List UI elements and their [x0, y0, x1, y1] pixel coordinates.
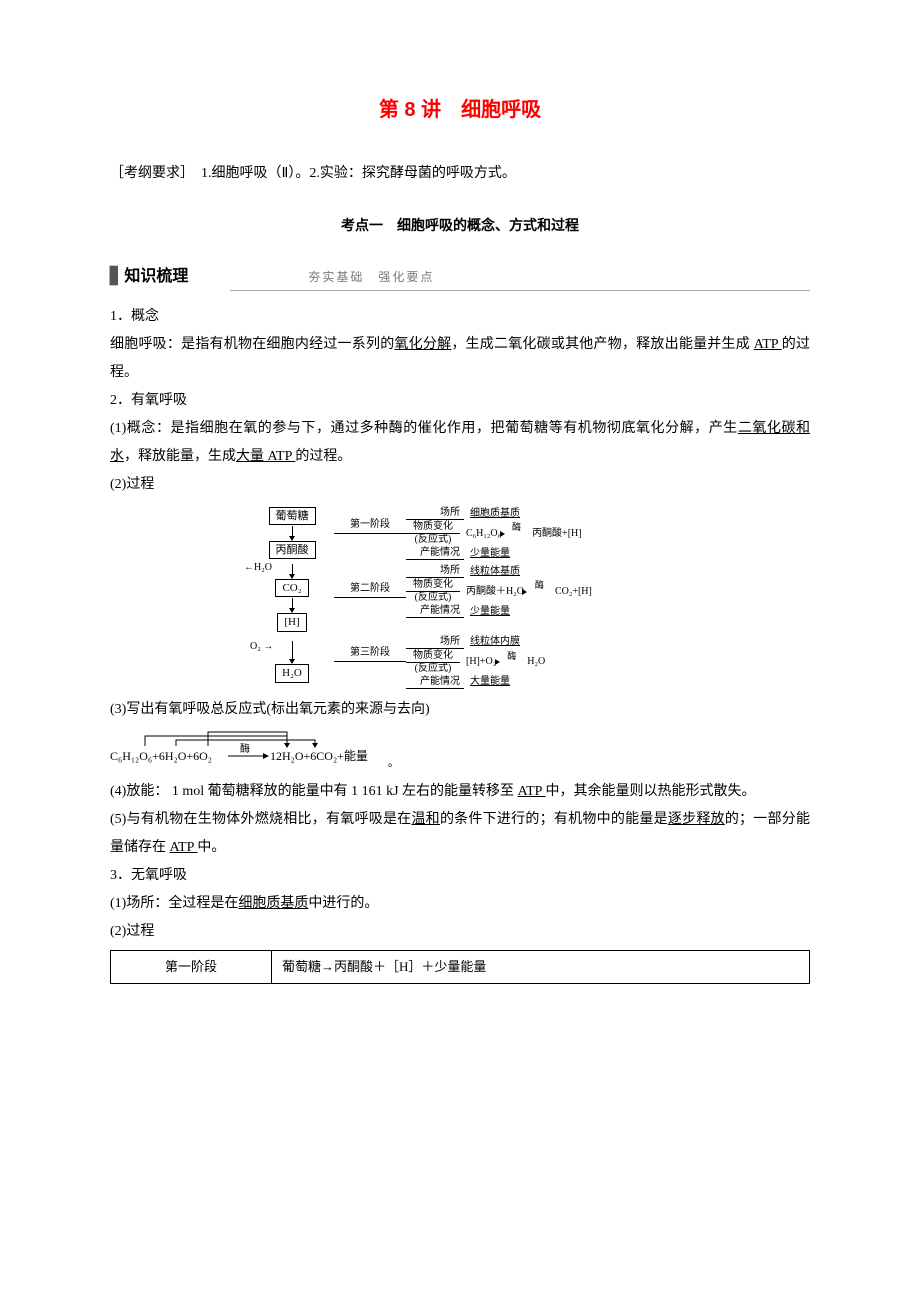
stage2-row: ←H₂O CO₂ [H] 第二阶段 场所线粒体基质 物质变化(反应式) 丙酮酸＋… — [250, 563, 710, 632]
section-banner: 知识梳理 夯实基础 强化要点 — [110, 261, 810, 293]
banner-subtitle: 夯实基础 强化要点 — [308, 265, 434, 289]
node-glucose: 葡萄糖 — [269, 507, 316, 525]
text: (1)概念：是指细胞在氧的参与下，通过多种酶的催化作用，把葡萄糖等有机物彻底氧化… — [110, 421, 738, 436]
sec3-p: (3)写出有氧呼吸总反应式(标出氧元素的来源与去向) — [110, 696, 810, 724]
stage2-label: 第二阶段 — [334, 582, 406, 595]
text: 的条件下进行的；有机物中的能量是 — [440, 812, 668, 827]
label-place: 场所 — [406, 506, 464, 520]
equation-svg: C₆H₁₂O₆+6H₂O+6O₂ 酶 12H₂O+6CO₂+能量 。 — [110, 728, 410, 772]
underline-much-atp: 大量 ATP — [236, 449, 295, 464]
cell-reaction: 葡萄糖→丙酮酸＋［H］＋少量能量 — [272, 950, 810, 983]
sec6-p1: (1)场所：全过程是在细胞质基质中进行的。 — [110, 890, 810, 918]
stage1-label: 第一阶段 — [334, 518, 406, 531]
stage1-place: 细胞质基质 — [464, 507, 520, 520]
text: 的过程。 — [295, 449, 351, 464]
syllabus-requirement: ［考纲要求］ 1.细胞呼吸（Ⅱ）。2.实验：探究酵母菌的呼吸方式。 — [110, 160, 810, 188]
text: (5)与有机物在生物体外燃烧相比，有氧呼吸是在 — [110, 812, 411, 827]
label-energy: 产能情况 — [406, 546, 464, 560]
arrow-down-icon — [292, 641, 293, 663]
label-energy: 产能情况 — [406, 604, 464, 618]
sec4: (4)放能： 1 mol 葡萄糖释放的能量中有 1 161 kJ 左右的能量转移… — [110, 778, 810, 806]
label-energy: 产能情况 — [406, 675, 464, 689]
text: 细胞呼吸：是指有机物在细胞内经过一系列的 — [110, 337, 394, 352]
stage3-label: 第三阶段 — [334, 646, 406, 659]
label-place: 场所 — [406, 635, 464, 649]
text: (1)场所：全过程是在 — [110, 896, 238, 911]
label-place: 场所 — [406, 564, 464, 578]
overall-equation: C₆H₁₂O₆+6H₂O+6O₂ 酶 12H₂O+6CO₂+能量 。 — [110, 728, 810, 772]
text: 中进行的。 — [308, 896, 378, 911]
arrow-down-icon — [292, 564, 293, 578]
underline-cytoplasm: 细胞质基质 — [238, 896, 308, 911]
sec2-p1: (1)概念：是指细胞在氧的参与下，通过多种酶的催化作用，把葡萄糖等有机物彻底氧化… — [110, 415, 810, 471]
banner-rule — [230, 290, 810, 291]
sec6-heading: 3．无氧呼吸 — [110, 862, 810, 890]
node-h2o: H₂O — [275, 664, 309, 682]
stage1-rxn: C₆H₁₂O₆ 酶 丙酮酸+[H] — [460, 527, 582, 540]
stage3-place: 线粒体内膜 — [464, 635, 520, 648]
anaerobic-table: 第一阶段 葡萄糖→丙酮酸＋［H］＋少量能量 — [110, 950, 810, 984]
label-change: 物质变化(反应式) — [406, 650, 460, 674]
arrow-down-icon — [292, 598, 293, 612]
eq-tail: 。 — [388, 757, 399, 769]
node-h: [H] — [277, 613, 306, 631]
sec5: (5)与有机物在生物体外燃烧相比，有氧呼吸是在温和的条件下进行的；有机物中的能量… — [110, 806, 810, 862]
lecture-title: 第 8 讲 细胞呼吸 — [110, 90, 810, 130]
arrow-down-icon — [292, 526, 293, 540]
banner-tag: 知识梳理 — [110, 261, 188, 293]
stage3-row: O₂ → H₂O 第三阶段 场所线粒体内膜 物质变化(反应式) [H]+O₂ 酶… — [250, 634, 710, 690]
underline-atp: ATP — [754, 337, 782, 352]
stage3-rxn: [H]+O₂ 酶 H₂O — [460, 655, 545, 668]
point-heading: 考点一 细胞呼吸的概念、方式和过程 — [110, 213, 810, 241]
brace-line: 第二阶段 — [334, 597, 406, 598]
sec6-p2: (2)过程 — [110, 918, 810, 946]
stage1-energy: 少量能量 — [464, 547, 510, 560]
underline-atp3: ATP — [170, 840, 198, 855]
sec2-p2: (2)过程 — [110, 471, 810, 499]
table-row: 第一阶段 葡萄糖→丙酮酸＋［H］＋少量能量 — [111, 950, 810, 983]
stage3-energy: 大量能量 — [464, 675, 510, 688]
text: ，生成二氧化碳或其他产物，释放出能量并生成 — [451, 337, 753, 352]
underline-stepwise: 逐步释放 — [668, 812, 725, 827]
stage2-energy: 少量能量 — [464, 605, 510, 618]
underline-mild: 温和 — [411, 812, 440, 827]
eq-enzyme: 酶 — [240, 742, 250, 755]
label-change: 物质变化(反应式) — [406, 579, 460, 603]
cell-stage: 第一阶段 — [111, 950, 272, 983]
brace-line: 第一阶段 — [334, 533, 406, 534]
eq-right: 12H₂O+6CO₂+能量 — [270, 749, 368, 763]
brace-line: 第三阶段 — [334, 661, 406, 662]
underline-atp2: ATP — [518, 784, 546, 799]
label-change: 物质变化(反应式) — [406, 521, 460, 545]
text: 中。 — [197, 840, 225, 855]
stage2-place: 线粒体基质 — [464, 565, 520, 578]
sec1-heading: 1．概念 — [110, 303, 810, 331]
stage2-rxn: 丙酮酸＋H₂O 酶 CO₂+[H] — [460, 585, 592, 598]
eq-left: C₆H₁₂O₆+6H₂O+6O₂ — [110, 749, 212, 763]
stage1-row: 葡萄糖 丙酮酸 第一阶段 场所细胞质基质 物质变化(反应式) C₆H₁₂O₆ 酶… — [250, 505, 710, 561]
sec1-body: 细胞呼吸：是指有机物在细胞内经过一系列的氧化分解，生成二氧化碳或其他产物，释放出… — [110, 331, 810, 387]
o2-in-label: O₂ → — [250, 640, 273, 653]
respiration-diagram: 葡萄糖 丙酮酸 第一阶段 场所细胞质基质 物质变化(反应式) C₆H₁₂O₆ 酶… — [250, 505, 710, 690]
text: ，释放能量，生成 — [124, 449, 236, 464]
node-co2: CO₂ — [275, 579, 308, 597]
h2o-in-label: ←H₂O — [244, 561, 272, 574]
underline-oxidative: 氧化分解 — [394, 337, 451, 352]
text: (4)放能： 1 mol 葡萄糖释放的能量中有 1 161 kJ 左右的能量转移… — [110, 784, 518, 799]
sec2-heading: 2．有氧呼吸 — [110, 387, 810, 415]
text: 中，其余能量则以热能形式散失。 — [545, 784, 755, 799]
node-pyruvate: 丙酮酸 — [269, 541, 316, 559]
